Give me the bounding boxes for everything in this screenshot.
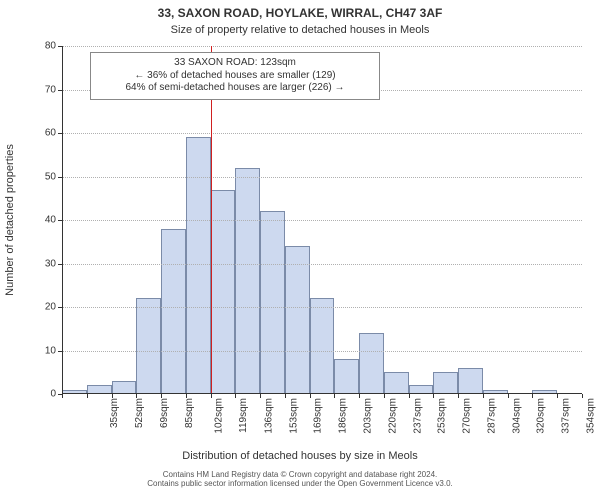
gridline xyxy=(62,220,582,221)
histogram-bar xyxy=(260,211,285,394)
histogram-bar xyxy=(310,298,335,394)
y-axis-line xyxy=(62,46,63,394)
x-tick-mark xyxy=(186,394,187,398)
annotation-line2: ← 36% of detached houses are smaller (12… xyxy=(99,70,371,83)
x-tick-label: 270sqm xyxy=(462,398,473,434)
y-tick-label: 40 xyxy=(45,215,62,226)
x-tick-mark xyxy=(483,394,484,398)
x-tick-label: 320sqm xyxy=(536,398,547,434)
histogram-bar xyxy=(384,372,409,394)
annotation-box: 33 SAXON ROAD: 123sqm ← 36% of detached … xyxy=(90,52,380,100)
x-tick-mark xyxy=(359,394,360,398)
annotation-line1: 33 SAXON ROAD: 123sqm xyxy=(99,57,371,70)
x-tick-mark xyxy=(235,394,236,398)
x-tick-mark xyxy=(557,394,558,398)
y-tick-label: 70 xyxy=(45,84,62,95)
gridline xyxy=(62,46,582,47)
x-tick-label: 253sqm xyxy=(437,398,448,434)
x-tick-label: 337sqm xyxy=(561,398,572,434)
figure: 33, SAXON ROAD, HOYLAKE, WIRRAL, CH47 3A… xyxy=(0,0,600,500)
chart-subtitle: Size of property relative to detached ho… xyxy=(0,24,600,36)
x-tick-label: 153sqm xyxy=(288,398,299,434)
chart-title: 33, SAXON ROAD, HOYLAKE, WIRRAL, CH47 3A… xyxy=(0,6,600,20)
histogram-bar xyxy=(136,298,161,394)
x-tick-mark xyxy=(582,394,583,398)
x-tick-mark xyxy=(532,394,533,398)
x-tick-label: 169sqm xyxy=(313,398,324,434)
gridline xyxy=(62,351,582,352)
x-tick-label: 237sqm xyxy=(412,398,423,434)
histogram-bar xyxy=(285,246,310,394)
x-axis-label: Distribution of detached houses by size … xyxy=(0,450,600,462)
gridline xyxy=(62,133,582,134)
x-tick-mark xyxy=(384,394,385,398)
x-tick-mark xyxy=(409,394,410,398)
x-tick-mark xyxy=(310,394,311,398)
x-tick-label: 102sqm xyxy=(214,398,225,434)
x-tick-mark xyxy=(260,394,261,398)
y-tick-label: 30 xyxy=(45,258,62,269)
x-tick-label: 85sqm xyxy=(184,398,195,428)
histogram-bar xyxy=(334,359,359,394)
annotation-line3: 64% of semi-detached houses are larger (… xyxy=(99,82,371,95)
x-tick-mark xyxy=(211,394,212,398)
y-tick-label: 0 xyxy=(50,389,62,400)
histogram-bar xyxy=(458,368,483,394)
x-tick-label: 35sqm xyxy=(109,398,120,428)
x-tick-label: 136sqm xyxy=(264,398,275,434)
x-tick-label: 52sqm xyxy=(134,398,145,428)
x-tick-mark xyxy=(285,394,286,398)
x-tick-mark xyxy=(87,394,88,398)
y-tick-label: 10 xyxy=(45,345,62,356)
x-tick-mark xyxy=(508,394,509,398)
x-tick-mark xyxy=(334,394,335,398)
x-tick-label: 220sqm xyxy=(387,398,398,434)
footer-line1: Contains HM Land Registry data © Crown c… xyxy=(0,470,600,479)
y-tick-label: 80 xyxy=(45,41,62,52)
y-tick-label: 50 xyxy=(45,171,62,182)
x-tick-label: 287sqm xyxy=(486,398,497,434)
x-tick-label: 354sqm xyxy=(585,398,596,434)
x-tick-label: 186sqm xyxy=(338,398,349,434)
gridline xyxy=(62,264,582,265)
x-tick-mark xyxy=(136,394,137,398)
histogram-bar xyxy=(161,229,186,394)
x-tick-label: 304sqm xyxy=(511,398,522,434)
x-tick-mark xyxy=(112,394,113,398)
x-tick-mark xyxy=(161,394,162,398)
histogram-bar xyxy=(235,168,260,394)
histogram-bar xyxy=(359,333,384,394)
x-axis-line xyxy=(62,393,582,394)
footer-line2: Contains public sector information licen… xyxy=(0,479,600,488)
x-tick-label: 203sqm xyxy=(363,398,374,434)
y-tick-label: 60 xyxy=(45,128,62,139)
y-axis-label: Number of detached properties xyxy=(4,144,16,296)
x-tick-mark xyxy=(62,394,63,398)
histogram-bar xyxy=(433,372,458,394)
x-tick-mark xyxy=(433,394,434,398)
x-tick-label: 69sqm xyxy=(159,398,170,428)
x-tick-mark xyxy=(458,394,459,398)
x-tick-label: 119sqm xyxy=(238,398,249,433)
gridline xyxy=(62,177,582,178)
y-tick-label: 20 xyxy=(45,302,62,313)
footer: Contains HM Land Registry data © Crown c… xyxy=(0,470,600,488)
gridline xyxy=(62,307,582,308)
